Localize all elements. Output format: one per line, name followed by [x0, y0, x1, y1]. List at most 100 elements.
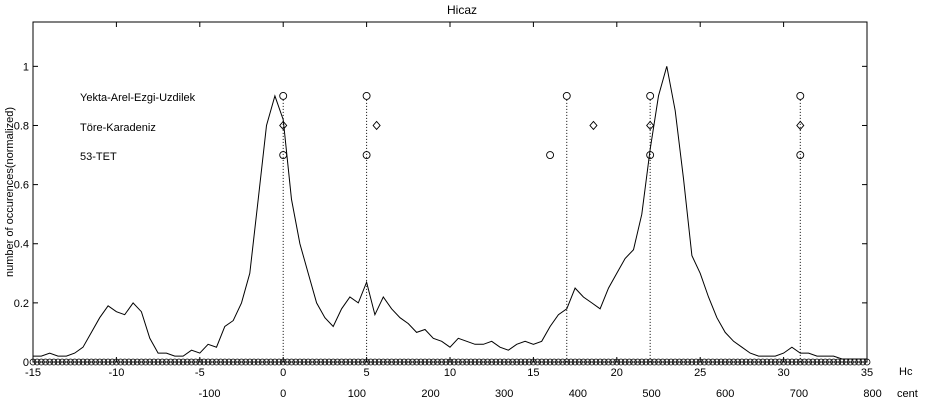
x-axis-label-cent: cent	[897, 388, 918, 400]
baseline-marker-4	[46, 358, 54, 366]
hc-tick-label-1: -10	[108, 367, 124, 379]
marker-s2-4	[796, 151, 805, 159]
baseline-marker-126	[555, 358, 562, 366]
baseline-marker-47	[225, 358, 233, 366]
legend: Yekta-Arel-Ezgi-Uzdilek Töre-Karadeniz 5…	[80, 92, 196, 163]
baseline-marker-19	[108, 358, 116, 366]
baseline-marker-181	[784, 358, 792, 366]
baseline-marker-5	[50, 358, 58, 366]
hc-tick-label-0: -15	[25, 367, 41, 379]
legend-entry-53tet: 53-TET	[80, 151, 117, 163]
y-tick-label-0: 0	[23, 357, 29, 369]
cent-tick-label-8: 700	[790, 388, 808, 400]
x-axis-label-hc: Hc	[899, 366, 913, 378]
baseline-marker-163	[709, 358, 717, 366]
baseline-marker-45	[217, 358, 225, 366]
baseline-marker-128	[563, 358, 571, 366]
baseline-marker-28	[146, 358, 154, 366]
hc-tick-label-5: 10	[444, 367, 456, 379]
baseline-marker-175	[759, 358, 767, 366]
baseline-marker-142	[621, 358, 629, 366]
baseline-marker-144	[630, 358, 637, 366]
marker-s0-3	[646, 91, 655, 100]
baseline-markers	[29, 358, 871, 366]
baseline-marker-157	[684, 358, 692, 366]
legend-entry-yekta: Yekta-Arel-Ezgi-Uzdilek	[80, 92, 196, 104]
marker-s0-4	[796, 91, 805, 100]
cent-tick-label-4: 300	[495, 388, 513, 400]
hc-tick-label-8: 25	[694, 367, 706, 379]
baseline-marker-197	[851, 358, 858, 366]
baseline-marker-86	[388, 358, 396, 366]
baseline-marker-13	[83, 358, 91, 366]
baseline-marker-131	[575, 358, 583, 366]
baseline-marker-122	[538, 358, 546, 366]
baseline-marker-7	[58, 358, 66, 366]
baseline-marker-23	[125, 358, 133, 366]
baseline-marker-10	[71, 358, 79, 366]
baseline-marker-107	[475, 358, 483, 366]
baseline-marker-151	[659, 358, 667, 366]
baseline-marker-61	[283, 358, 291, 366]
baseline-marker-114	[504, 358, 512, 366]
cent-tick-label-7: 600	[716, 388, 734, 400]
tuning-markers	[279, 91, 805, 159]
baseline-marker-109	[484, 358, 491, 366]
y-tick-label-5: 1	[23, 61, 29, 73]
baseline-marker-97	[434, 358, 441, 366]
baseline-marker-104	[463, 358, 471, 366]
baseline-marker-31	[158, 358, 166, 366]
baseline-marker-6	[54, 358, 62, 366]
baseline-marker-194	[838, 358, 846, 366]
baseline-marker-52	[246, 358, 254, 366]
baseline-marker-74	[338, 358, 345, 366]
baseline-marker-152	[663, 358, 671, 366]
baseline-marker-159	[692, 358, 700, 366]
baseline-marker-70	[321, 358, 329, 366]
baseline-marker-8	[62, 358, 70, 366]
baseline-marker-154	[671, 358, 679, 366]
baseline-marker-90	[404, 358, 412, 366]
baseline-marker-58	[271, 358, 279, 366]
baseline-marker-182	[788, 358, 796, 366]
baseline-marker-134	[588, 358, 596, 366]
baseline-marker-77	[350, 358, 358, 366]
marker-s2-2	[546, 151, 555, 159]
baseline-marker-111	[492, 358, 500, 366]
baseline-marker-11	[75, 358, 83, 366]
baseline-marker-93	[417, 358, 425, 366]
baseline-marker-139	[609, 358, 617, 366]
baseline-marker-165	[717, 358, 725, 366]
marker-s0-0	[279, 91, 288, 100]
baseline-marker-174	[755, 358, 762, 366]
baseline-marker-35	[175, 358, 183, 366]
legend-entry-tore: Töre-Karadeniz	[80, 122, 156, 134]
baseline-marker-132	[580, 358, 587, 366]
baseline-marker-37	[183, 358, 191, 366]
hc-tick-label-3: 0	[280, 367, 286, 379]
baseline-marker-18	[104, 358, 112, 366]
hc-tick-label-10: 35	[861, 367, 873, 379]
baseline-marker-25	[133, 358, 141, 366]
marker-s0-1	[362, 91, 371, 100]
baseline-marker-43	[208, 358, 216, 366]
y-tick-label-3: 0.6	[14, 180, 29, 192]
baseline-marker-124	[546, 358, 554, 366]
baseline-marker-36	[179, 358, 187, 366]
baseline-marker-158	[688, 358, 696, 366]
marker-s1-4	[796, 120, 805, 131]
hc-tick-label-7: 20	[611, 367, 623, 379]
baseline-marker-46	[221, 358, 229, 366]
baseline-marker-78	[354, 358, 362, 366]
baseline-marker-48	[229, 358, 237, 366]
baseline-marker-184	[796, 358, 804, 366]
hc-tick-label-6: 15	[527, 367, 539, 379]
hc-tick-label-2: -5	[195, 367, 205, 379]
marker-s1-3	[646, 120, 655, 131]
baseline-marker-145	[634, 358, 642, 366]
cent-tick-label-9: 800	[863, 388, 881, 400]
marker-s1-2	[589, 120, 598, 131]
baseline-marker-3	[42, 358, 49, 366]
baseline-marker-39	[192, 358, 200, 366]
baseline-marker-172	[746, 358, 754, 366]
